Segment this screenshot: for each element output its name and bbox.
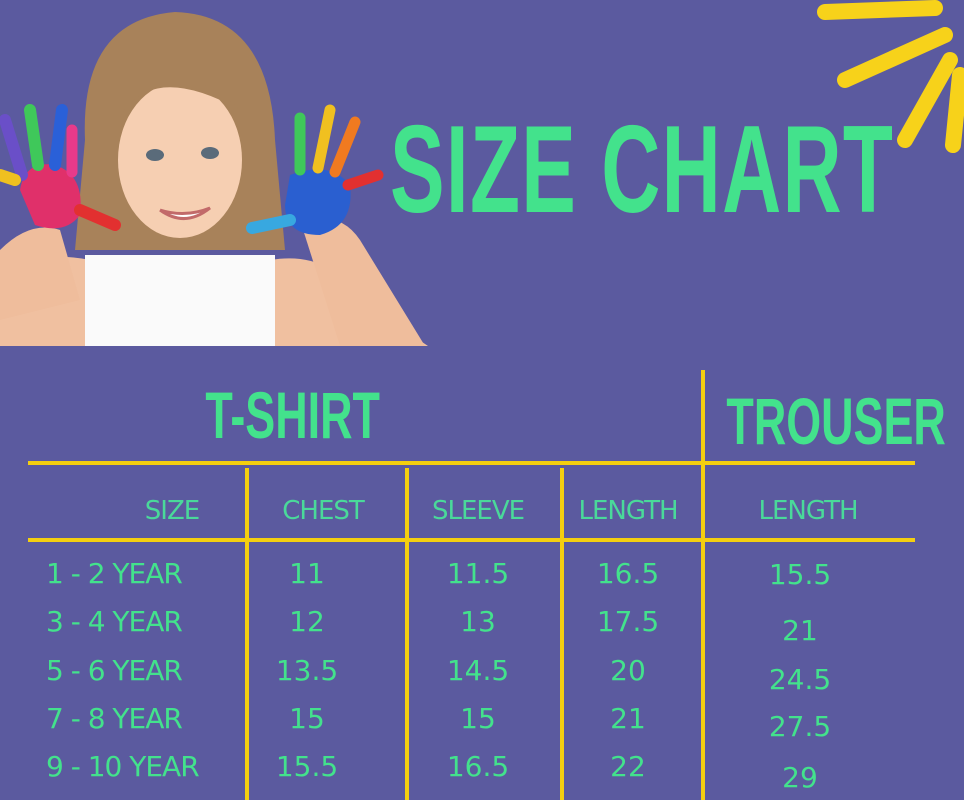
- header-length: LENGTH: [578, 496, 678, 526]
- length-cell: 20: [610, 654, 646, 687]
- header-chest: CHEST: [282, 496, 365, 526]
- column-divider: [405, 468, 409, 800]
- sun-rays-decoration: [817, 0, 964, 153]
- size-cell: 1 - 2 YEAR: [46, 557, 183, 590]
- page-title: SIZE CHART: [390, 101, 895, 239]
- header-sleeve: SLEEVE: [431, 496, 525, 526]
- section-trouser: TROUSER: [726, 384, 946, 458]
- column-divider: [245, 468, 249, 800]
- size-cell: 7 - 8 YEAR: [46, 702, 183, 735]
- trouser-length-cell: 29: [782, 761, 818, 794]
- column-divider: [701, 370, 705, 800]
- size-cell: 9 - 10 YEAR: [46, 750, 200, 783]
- sleeve-cell: 14.5: [446, 654, 510, 687]
- length-cell: 22: [610, 750, 646, 783]
- sleeve-cell: 11.5: [446, 557, 510, 590]
- table-divider: [28, 461, 915, 465]
- size-cell: 3 - 4 YEAR: [46, 605, 183, 638]
- size-cell: 5 - 6 YEAR: [46, 654, 183, 687]
- header-size: SIZE: [144, 496, 200, 526]
- header-trouser-length: LENGTH: [758, 496, 858, 526]
- sleeve-cell: 16.5: [446, 750, 510, 783]
- table-divider: [28, 538, 915, 542]
- length-cell: 16.5: [596, 557, 660, 590]
- column-divider: [560, 468, 564, 800]
- sleeve-cell: 15: [460, 702, 496, 735]
- section-tshirt: T-SHIRT: [205, 378, 380, 452]
- chest-cell: 11: [289, 557, 325, 590]
- length-cell: 17.5: [596, 605, 660, 638]
- chest-cell: 12: [289, 605, 325, 638]
- chest-cell: 15: [289, 702, 325, 735]
- chest-cell: 15.5: [275, 750, 339, 783]
- chest-cell: 13.5: [275, 654, 339, 687]
- trouser-length-cell: 24.5: [768, 663, 832, 696]
- trouser-length-cell: 15.5: [768, 558, 832, 591]
- child-photo: [0, 0, 428, 346]
- trouser-length-cell: 27.5: [768, 710, 832, 743]
- trouser-length-cell: 21: [782, 614, 818, 647]
- sleeve-cell: 13: [460, 605, 496, 638]
- length-cell: 21: [610, 702, 646, 735]
